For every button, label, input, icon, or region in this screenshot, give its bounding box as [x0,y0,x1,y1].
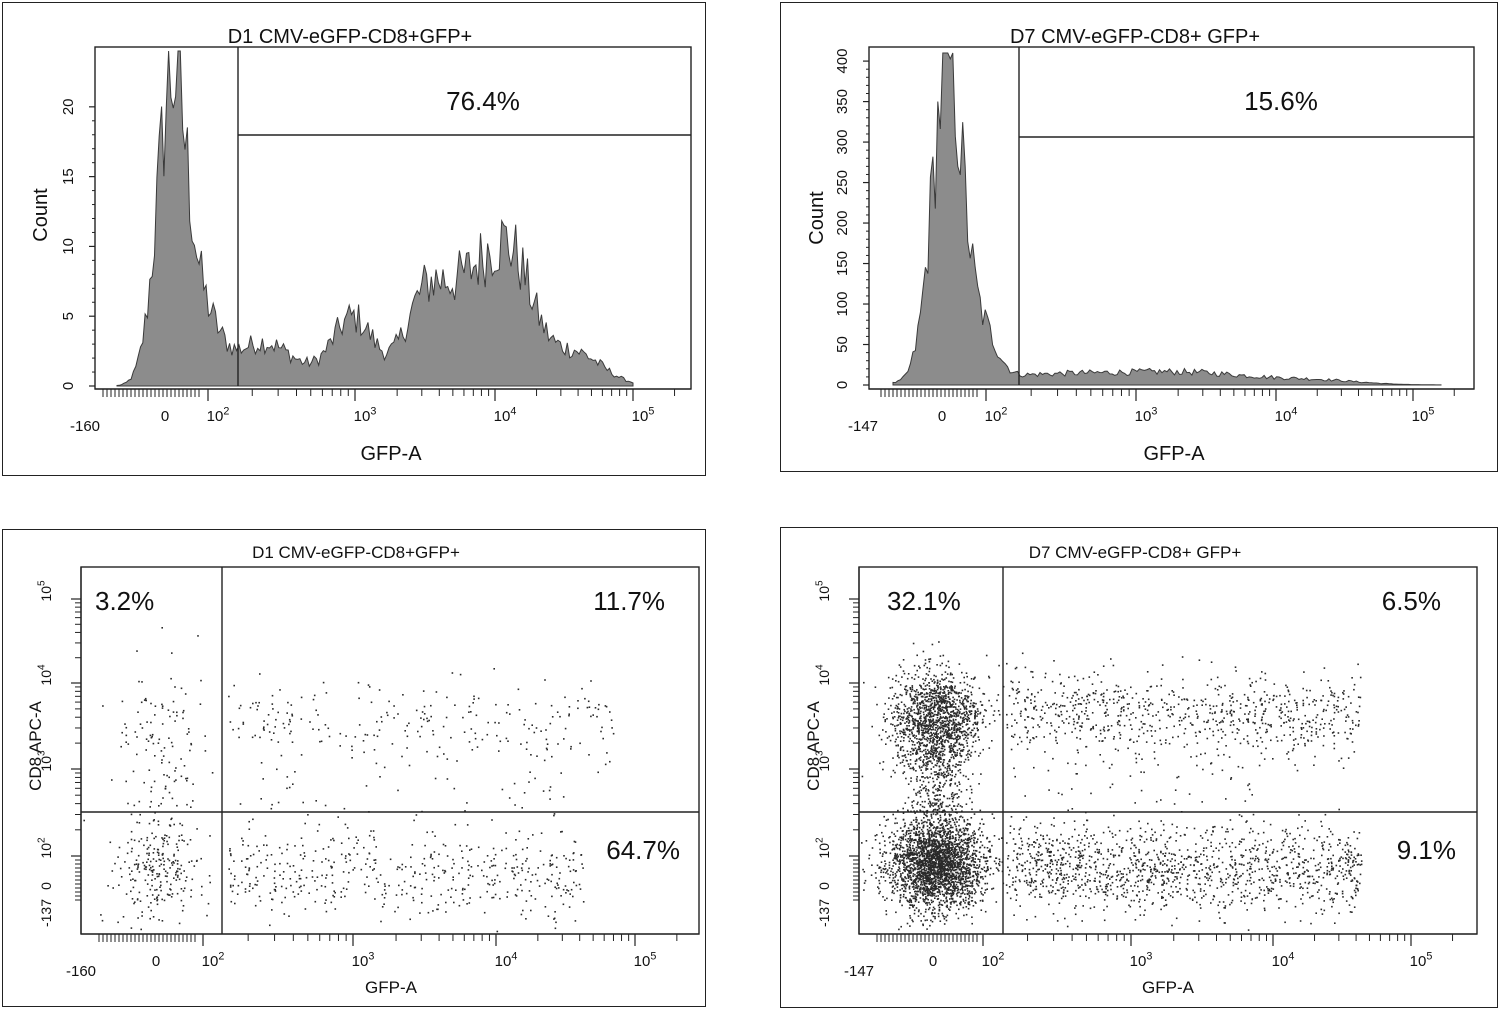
x-tick-label: 105 [632,405,655,425]
x-tick-label: 0 [929,953,937,970]
y-tick-label: 0 [834,381,851,389]
scatter-panel-d7: D7 CMV-eGFP-CD8+ GFP+ -137 0 102 103 104 105 CD… [780,527,1498,1008]
y-tick-label: -137 [38,899,54,927]
y-tick-label: 20 [60,98,77,115]
x-tick-label: 105 [634,950,657,970]
chart-title: D7 CMV-eGFP-CD8+ GFP+ [1010,26,1260,48]
x-tick-label: 102 [207,405,230,425]
y-tick-label: 103 [815,750,832,772]
histogram-d7-plot: D7 CMV-eGFP-CD8+ GFP+ 0 50 100 150 200 250 300 3… [806,26,1475,465]
x-axis-label: GFP-A [365,978,418,997]
x-tick-label: 0 [938,408,946,425]
y-tick-label: 5 [60,312,77,320]
y-tick-label: 102 [37,837,54,859]
histogram-fill [116,50,634,387]
quadrant-upper-left-percentage: 3.2% [95,586,154,616]
x-tick-label: -160 [70,418,100,435]
quadrant-lower-right-percentage: 64.7% [606,835,680,865]
x-tick-label: 105 [1412,405,1435,425]
x-axis-label: GFP-A [1142,978,1195,997]
x-tick-label: 103 [1130,950,1153,970]
x-tick-label: 104 [1272,950,1295,970]
x-tick-label: 103 [1135,405,1158,425]
gate-percentage: 76.4% [446,86,520,116]
y-tick-label: -137 [816,899,832,927]
x-tick-label: -160 [66,963,96,980]
x-tick-label: 102 [982,950,1005,970]
chart-title: D7 CMV-eGFP-CD8+ GFP+ [1029,543,1242,562]
x-tick-label: -147 [848,418,878,435]
y-tick-label: 102 [815,837,832,859]
y-tick-label: 104 [815,664,832,686]
x-tick-label: 102 [202,950,225,970]
quadrant-upper-left-percentage: 32.1% [887,586,961,616]
y-tick-label: 300 [834,130,851,155]
quadrant-upper-right-percentage: 11.7% [593,586,665,616]
x-tick-label: 103 [354,405,377,425]
y-tick-label: 0 [38,882,54,890]
x-tick-label: -147 [844,963,874,980]
y-tick-label: 50 [834,336,851,353]
scatter-panel-d1: D1 CMV-eGFP-CD8+GFP+ -137 0 102 103 104 105 CD8… [2,529,706,1007]
x-tick-label: 104 [495,950,518,970]
y-tick-label: 105 [37,580,54,602]
y-tick-label: 250 [834,170,851,195]
quadrant-lower-right-percentage: 9.1% [1397,835,1456,865]
x-tick-label: 102 [985,405,1008,425]
x-tick-label: 104 [1275,405,1298,425]
y-tick-label: 400 [834,49,851,74]
scatter-d1-plot: D1 CMV-eGFP-CD8+GFP+ -137 0 102 103 104 105 CD8… [26,543,700,997]
x-axis-label: GFP-A [360,443,422,465]
y-axis-label: Count [30,188,52,242]
y-tick-label: 0 [60,382,77,390]
y-tick-label: 15 [60,168,77,185]
y-axis-label: CD8 APC-A [804,700,823,790]
gate-percentage: 15.6% [1244,86,1318,116]
chart-title: D1 CMV-eGFP-CD8+GFP+ [228,26,473,48]
histogram-fill [892,52,1442,386]
y-tick-label: 350 [834,89,851,114]
y-tick-label: 200 [834,211,851,236]
y-tick-label: 10 [60,238,77,255]
y-tick-label: 0 [816,882,832,890]
chart-title: D1 CMV-eGFP-CD8+GFP+ [252,543,460,562]
quadrant-upper-right-percentage: 6.5% [1382,586,1441,616]
event-dots [861,641,1363,931]
y-tick-label: 105 [815,580,832,602]
x-tick-label: 103 [352,950,375,970]
histogram-panel-d1: D1 CMV-eGFP-CD8+GFP+ 0 5 10 15 20 Count -160 0 10… [2,2,706,476]
event-dots [83,627,615,933]
histogram-d1-plot: D1 CMV-eGFP-CD8+GFP+ 0 5 10 15 20 Count -160 0 10… [30,26,692,465]
x-tick-label: 0 [161,408,169,425]
scatter-d7-plot: D7 CMV-eGFP-CD8+ GFP+ -137 0 102 103 104 105 CD… [804,543,1478,997]
x-tick-label: 104 [494,405,517,425]
y-tick-label: 100 [834,292,851,317]
y-tick-label: 150 [834,251,851,276]
x-tick-label: 0 [152,953,160,970]
y-tick-label: 103 [37,750,54,772]
y-axis-label: Count [806,191,828,245]
y-axis-label: CD8 APC-A [26,700,45,790]
histogram-panel-d7: D7 CMV-eGFP-CD8+ GFP+ 0 50 100 150 200 250 300 3… [780,2,1498,472]
y-tick-label: 104 [37,664,54,686]
x-tick-label: 105 [1410,950,1433,970]
x-axis-label: GFP-A [1143,443,1205,465]
